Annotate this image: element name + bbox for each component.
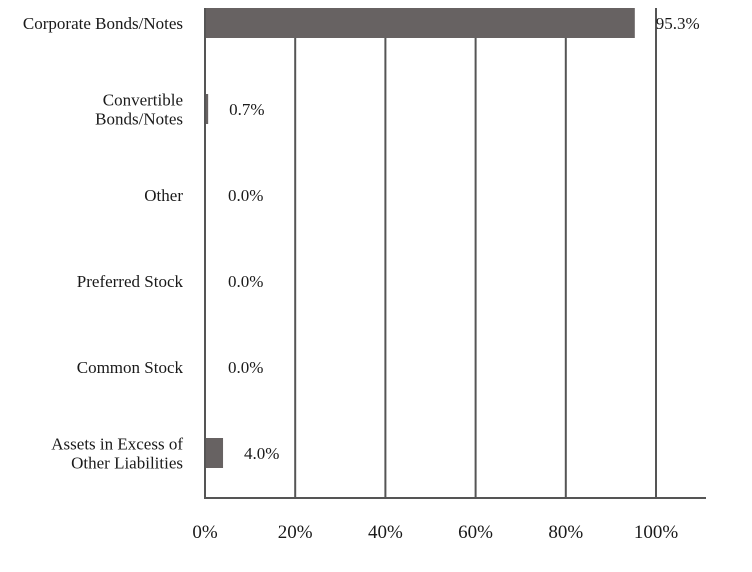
value-labels: 95.3% 0.7% 0.0% 0.0% 0.0% 4.0% — [228, 14, 700, 463]
axes — [204, 8, 706, 499]
bar — [205, 438, 224, 468]
value-label: 0.0% — [228, 186, 263, 205]
category-label: Other — [144, 186, 183, 205]
x-tick-label: 80% — [548, 522, 583, 543]
x-tick-label: 0% — [192, 522, 218, 543]
bars — [205, 8, 635, 468]
x-tick-label: 100% — [634, 522, 679, 543]
value-label: 4.0% — [244, 444, 279, 463]
x-tick-label: 40% — [368, 522, 403, 543]
category-label: Assets in Excess of Other Liabilities — [51, 435, 183, 473]
category-label: Common Stock — [77, 358, 184, 377]
value-label: 0.0% — [228, 358, 263, 377]
category-labels: Corporate Bonds/Notes Convertible Bonds/No… — [23, 14, 184, 473]
category-label: Convertible Bonds/Notes — [95, 91, 183, 129]
x-tick-labels: 0% 20% 40% 60% 80% 100% — [192, 522, 678, 543]
category-label: Preferred Stock — [77, 272, 184, 291]
gridlines — [294, 8, 657, 498]
category-label: Corporate Bonds/Notes — [23, 14, 183, 33]
x-tick-label: 60% — [458, 522, 493, 543]
value-label: 0.7% — [229, 100, 264, 119]
bar — [205, 94, 209, 124]
value-label: 95.3% — [656, 14, 700, 33]
bar — [205, 8, 635, 38]
x-tick-label: 20% — [278, 522, 313, 543]
value-label: 0.0% — [228, 272, 263, 291]
